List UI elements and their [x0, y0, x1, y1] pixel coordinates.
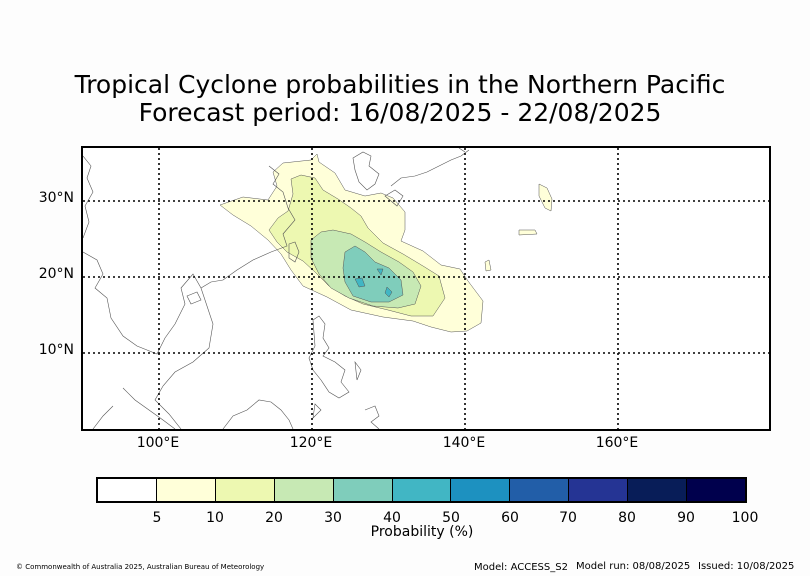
coast-hainan — [186, 291, 202, 305]
colorbar-cell — [392, 479, 452, 501]
coast-sulawesi — [364, 405, 380, 429]
probability-map — [83, 148, 769, 429]
coast-china — [83, 155, 296, 289]
colorbar-tick: 5 — [152, 510, 162, 526]
colorbar-cell — [215, 479, 275, 501]
colorbar — [96, 477, 747, 503]
coast-philippines — [308, 315, 362, 419]
colorbar-tick: 40 — [383, 510, 401, 526]
model-text: Model: ACCESS_S2 — [474, 562, 568, 573]
coast-taiwan — [288, 241, 300, 263]
title-line-1: Tropical Cyclone probabilities in the No… — [74, 70, 726, 99]
colorbar-tick: 100 — [731, 510, 759, 526]
coast-korea — [352, 151, 380, 191]
contour-5-island-b — [518, 229, 538, 236]
colorbar-tick: 80 — [618, 510, 636, 526]
colorbar-tick: 70 — [559, 510, 577, 526]
lat-label-30: 30°N — [38, 190, 74, 206]
contour-40b — [376, 268, 384, 276]
colorbar-cell — [451, 479, 511, 501]
colorbar-cell — [333, 479, 393, 501]
colorbar-tick: 50 — [442, 510, 460, 526]
colorbar-label: Probability (%) — [370, 524, 474, 540]
colorbar-tick: 10 — [206, 510, 224, 526]
colorbar-tick: 90 — [677, 510, 695, 526]
contour-5-island-a — [538, 183, 553, 212]
colorbar-cell — [274, 479, 334, 501]
colorbar-cell — [687, 479, 745, 501]
colorbar-cell — [628, 479, 688, 501]
colorbar-tick: 60 — [501, 510, 519, 526]
lon-label-120: 120°E — [289, 435, 333, 451]
colorbar-tick: 30 — [324, 510, 342, 526]
colorbar-cell — [569, 479, 629, 501]
contour-40c — [384, 286, 393, 298]
coastlines — [83, 148, 470, 429]
coast-indochina — [83, 251, 214, 429]
contour-40a — [354, 277, 366, 288]
map-panel — [81, 146, 771, 431]
contour-5-island-c — [484, 259, 492, 272]
issued-text: Issued: 10/08/2025 — [698, 561, 795, 572]
model-run-text: Model run: 08/08/2025 — [576, 561, 691, 572]
colorbar-cell — [510, 479, 570, 501]
title-line-2: Forecast period: 16/08/2025 - 22/08/2025 — [138, 98, 662, 127]
coast-japan — [384, 148, 470, 207]
coast-malay — [92, 387, 176, 429]
gridlines — [83, 148, 769, 429]
lon-label-100: 100°E — [136, 435, 180, 451]
colorbar-cell — [156, 479, 216, 501]
lat-label-20: 20°N — [38, 266, 74, 282]
lat-label-10: 10°N — [38, 342, 74, 358]
colorbar-cell — [98, 479, 157, 501]
coast-borneo — [222, 399, 294, 429]
lon-label-140: 140°E — [442, 435, 486, 451]
colorbar-tick: 20 — [265, 510, 283, 526]
copyright-text: © Commonwealth of Australia 2025, Austra… — [16, 563, 265, 571]
lon-label-160: 160°E — [595, 435, 639, 451]
